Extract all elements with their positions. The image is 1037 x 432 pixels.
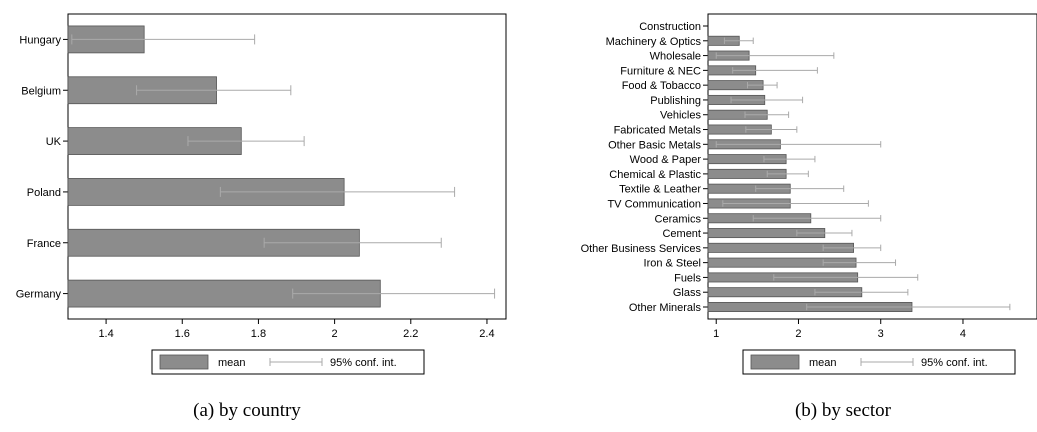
y-tick-label: Machinery & Optics (606, 36, 702, 48)
y-tick-label: UK (46, 136, 62, 148)
chart-caption: (a) by country (193, 400, 301, 421)
y-tick-label: France (27, 238, 61, 250)
x-tick-label: 1 (713, 328, 719, 340)
chart-caption: (b) by sector (795, 400, 892, 421)
x-tick-label: 1.8 (251, 328, 266, 340)
legend-swatch-mean (750, 354, 800, 370)
y-tick-label: Construction (639, 21, 701, 33)
x-tick-label: 1.6 (175, 328, 190, 340)
y-tick-label: TV Communication (607, 198, 701, 210)
y-tick-label: Furniture & NEC (620, 65, 701, 77)
y-tick-label: Belgium (21, 85, 61, 97)
legend-label-ci: 95% conf. int. (330, 357, 397, 369)
legend: mean 95% conf. int. (151, 349, 425, 375)
y-tick-label: Wholesale (650, 51, 701, 63)
x-tick-label: 4 (960, 328, 966, 340)
y-tick-label: Iron & Steel (644, 258, 701, 270)
chart-panel-0: Hungary Belgium UK Poland France Germany 1.4 1.… (16, 13, 507, 421)
y-tick-label: Publishing (650, 95, 701, 107)
y-tick-label: Ceramics (655, 213, 702, 225)
y-tick-label: Wood & Paper (630, 154, 702, 166)
y-tick-label: Other Minerals (629, 302, 702, 314)
legend: mean 95% conf. int. (742, 349, 1016, 375)
y-tick-label: Other Business Services (581, 243, 702, 255)
x-tick-label: 2.2 (403, 328, 418, 340)
y-tick-label: Germany (16, 289, 62, 301)
y-tick-label: Fuels (674, 272, 701, 284)
x-tick-label: 1.4 (98, 328, 113, 340)
y-tick-label: Food & Tobacco (622, 80, 701, 92)
y-tick-label: Hungary (19, 34, 61, 46)
x-tick-label: 3 (878, 328, 884, 340)
x-tick-label: 2 (795, 328, 801, 340)
y-tick-label: Other Basic Metals (608, 139, 701, 151)
x-tick-label: 2 (332, 328, 338, 340)
y-tick-label: Vehicles (660, 110, 701, 122)
plot-frame (67, 13, 507, 320)
legend-label-ci: 95% conf. int. (921, 357, 988, 369)
legend-label-mean: mean (809, 357, 837, 369)
y-tick-label: Textile & Leather (619, 184, 701, 196)
y-tick-label: Cement (662, 228, 701, 240)
chart-panel-1: Construction Machinery & Optics Wholesale F… (581, 13, 1037, 421)
plot-frame (707, 13, 1037, 320)
x-tick-label: 2.4 (479, 328, 494, 340)
y-tick-label: Chemical & Plastic (609, 169, 701, 181)
legend-swatch-mean (159, 354, 209, 370)
y-tick-label: Poland (27, 187, 61, 199)
y-tick-label: Glass (673, 287, 702, 299)
legend-label-mean: mean (218, 357, 246, 369)
y-tick-label: Fabricated Metals (614, 125, 702, 137)
